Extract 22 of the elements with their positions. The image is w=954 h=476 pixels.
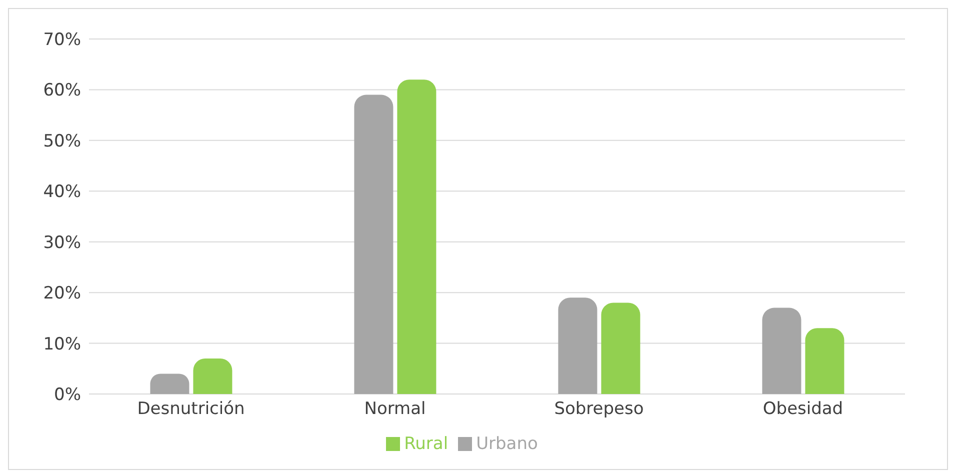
bar bbox=[193, 358, 232, 394]
bar bbox=[601, 302, 640, 394]
y-tick-label: 30% bbox=[43, 232, 81, 253]
x-tick-label: Normal bbox=[364, 399, 426, 420]
y-tick-label: 0% bbox=[54, 385, 81, 406]
bar bbox=[805, 328, 844, 394]
bar bbox=[354, 94, 394, 394]
y-tick-label: 20% bbox=[43, 284, 81, 304]
y-tick-label: 70% bbox=[43, 30, 81, 50]
bar bbox=[397, 80, 436, 394]
y-tick-label: 10% bbox=[43, 334, 81, 354]
x-tick-label: Desnutrición bbox=[137, 399, 245, 420]
x-tick-label: Sobrepeso bbox=[554, 399, 644, 420]
legend-label: Rural bbox=[404, 434, 448, 454]
x-tick-label: Obesidad bbox=[762, 399, 844, 420]
y-tick-label: 50% bbox=[43, 131, 81, 152]
bar bbox=[150, 374, 190, 394]
bar bbox=[762, 308, 802, 394]
y-tick-label: 60% bbox=[43, 80, 81, 101]
y-tick-label: 40% bbox=[43, 182, 81, 202]
bar bbox=[558, 298, 598, 394]
legend-label: Urbano bbox=[476, 434, 538, 454]
